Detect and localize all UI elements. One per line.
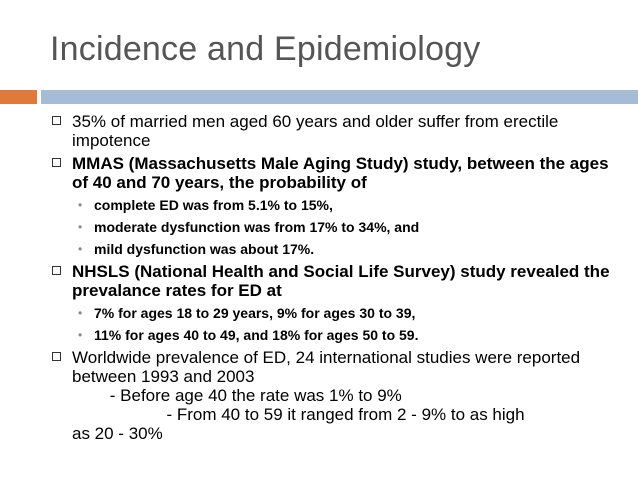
square-bullet-icon bbox=[52, 352, 61, 361]
sub-bullet-text: complete ED was from 5.1% to 15%, bbox=[94, 197, 333, 213]
sub-bullet: • complete ED was from 5.1% to 15%, bbox=[50, 196, 625, 214]
title-accent-bar-orange bbox=[0, 90, 37, 104]
bullet-4-text: Worldwide prevalence of ED, 24 internati… bbox=[72, 348, 581, 386]
dot-bullet-icon: • bbox=[78, 242, 83, 256]
dot-bullet-icon: • bbox=[78, 306, 83, 320]
square-bullet-icon bbox=[52, 116, 61, 125]
bullet-3-text: NHSLS (National Health and Social Life S… bbox=[72, 262, 610, 300]
bullet-3: NHSLS (National Health and Social Life S… bbox=[50, 262, 625, 300]
bullet-4: Worldwide prevalence of ED, 24 internati… bbox=[50, 348, 625, 443]
sub-bullet: • moderate dysfunction was from 17% to 3… bbox=[50, 218, 625, 236]
slide-content: 35% of married men aged 60 years and old… bbox=[50, 112, 625, 447]
dot-bullet-icon: • bbox=[78, 220, 83, 234]
sub-bullet-text: 7% for ages 18 to 29 years, 9% for ages … bbox=[94, 305, 416, 321]
bullet-2: MMAS (Massachusetts Male Aging Study) st… bbox=[50, 154, 625, 192]
dot-bullet-icon: • bbox=[78, 198, 83, 212]
bullet-4-line-4: as 20 - 30% bbox=[72, 424, 163, 443]
bullet-4-line-3: - From 40 to 59 it ranged from 2 - 9% to… bbox=[72, 405, 525, 424]
sub-bullet-text: mild dysfunction was about 17%. bbox=[94, 241, 315, 257]
sub-bullet: • 7% for ages 18 to 29 years, 9% for age… bbox=[50, 304, 625, 322]
sub-bullet-text: 11% for ages 40 to 49, and 18% for ages … bbox=[94, 327, 419, 343]
square-bullet-icon bbox=[52, 158, 61, 167]
dot-bullet-icon: • bbox=[78, 328, 83, 342]
slide-title: Incidence and Epidemiology bbox=[50, 30, 481, 68]
sub-bullet: • mild dysfunction was about 17%. bbox=[50, 240, 625, 258]
sub-bullet-text: moderate dysfunction was from 17% to 34%… bbox=[94, 219, 420, 235]
square-bullet-icon bbox=[52, 266, 61, 275]
bullet-1-text: 35% of married men aged 60 years and old… bbox=[72, 112, 559, 150]
sub-bullet: • 11% for ages 40 to 49, and 18% for age… bbox=[50, 326, 625, 344]
title-accent-bar-blue bbox=[41, 90, 638, 104]
bullet-4-line-2: - Before age 40 the rate was 1% to 9% bbox=[72, 386, 402, 405]
bullet-1: 35% of married men aged 60 years and old… bbox=[50, 112, 625, 150]
bullet-2-text: MMAS (Massachusetts Male Aging Study) st… bbox=[72, 154, 609, 192]
